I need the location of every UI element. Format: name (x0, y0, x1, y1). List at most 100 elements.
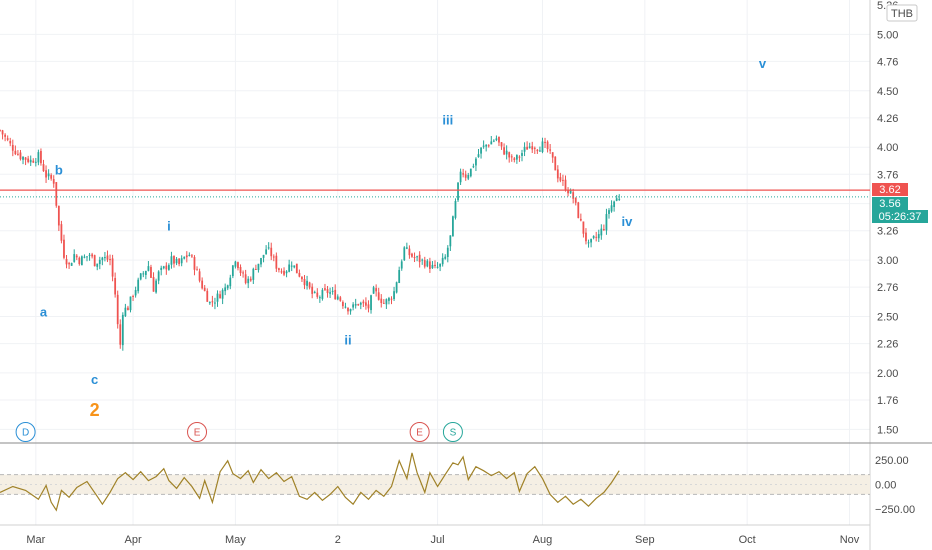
candle-body (101, 257, 104, 261)
candle-body (50, 175, 53, 179)
candle-body (52, 179, 55, 184)
candle-body (372, 287, 375, 294)
candle-body (395, 282, 398, 293)
candle-body (495, 138, 498, 141)
time-tick-label: Mar (26, 534, 45, 546)
candle-body (214, 302, 216, 304)
time-tick-label: 2 (335, 534, 341, 546)
candle-body (393, 291, 395, 299)
candle-body (83, 256, 86, 258)
candle-body (1, 130, 4, 135)
candle-body (45, 170, 47, 178)
candle-body (505, 150, 508, 155)
price-tick-labels: 5.265.004.764.504.264.003.763.503.263.00… (877, 0, 898, 436)
time-tick-label: Oct (739, 534, 756, 546)
candle-body (477, 154, 480, 158)
candle-body (457, 182, 459, 201)
candle-body (193, 257, 196, 270)
grid-lines (0, 0, 870, 525)
candle-body (487, 145, 490, 147)
horizontal-line-group (0, 189, 870, 198)
candle-body (518, 156, 521, 158)
candle-body (175, 258, 178, 264)
candle-body (416, 256, 418, 258)
candle-body (546, 141, 549, 150)
time-tick-label: Jul (431, 534, 445, 546)
candle-body (234, 261, 237, 267)
candle-body (431, 264, 434, 269)
event-marker-label: E (416, 428, 423, 439)
candle-body (216, 293, 219, 302)
candle-body (434, 264, 436, 266)
candle-body (485, 144, 488, 147)
candle-body (47, 173, 50, 177)
candle-body (127, 307, 129, 311)
candle-body (129, 296, 132, 311)
currency-badge[interactable]: THB (886, 4, 918, 22)
candle-body (306, 280, 308, 286)
candle-body (390, 298, 393, 300)
candle-body (321, 289, 324, 299)
candle-body (221, 289, 224, 299)
oscillator-band (0, 474, 870, 495)
candle-body (564, 179, 567, 191)
candle-body (137, 279, 140, 292)
candle-body (336, 296, 339, 300)
oscillator-tick-label: 0.00 (875, 480, 896, 492)
candle-body (341, 301, 344, 307)
time-tick-label: Apr (124, 534, 141, 546)
candle-body (206, 290, 209, 302)
candle-body (464, 174, 467, 178)
last-price-label: 3.56 (879, 198, 900, 210)
candle-body (265, 249, 268, 255)
candle-body (75, 255, 78, 258)
candle-body (257, 263, 260, 271)
candle-body (428, 261, 431, 269)
candle-body (585, 232, 587, 242)
candle-body (582, 221, 585, 234)
candle-body (34, 161, 37, 163)
candle-body (6, 138, 9, 140)
candle-body (144, 271, 147, 275)
candle-body (577, 202, 580, 219)
hline-price-label: 3.62 (879, 184, 900, 196)
candle-body (208, 301, 211, 304)
candle-body (14, 150, 17, 155)
candle-body (150, 267, 152, 278)
event-marker-circle (187, 422, 208, 442)
candle-body (170, 256, 173, 265)
candle-body (147, 266, 150, 271)
candle-body (17, 153, 19, 155)
candle-body (572, 192, 575, 199)
candle-body (134, 290, 137, 296)
candle-body (556, 169, 559, 179)
candle-body (613, 201, 616, 207)
candle-body (551, 152, 554, 158)
price-tick-label: 4.00 (877, 142, 898, 154)
candle-body (106, 255, 109, 260)
candle-body (541, 141, 544, 153)
candle-body (462, 173, 465, 175)
currency-badge-box (886, 4, 918, 22)
wave-label: iii (442, 113, 453, 128)
candle-body (191, 255, 193, 257)
candle-body (162, 266, 165, 269)
candle-body (73, 254, 76, 262)
last-price-tag (872, 197, 908, 210)
candle-body (357, 304, 360, 306)
candle-body (96, 263, 99, 267)
candle-body (229, 277, 232, 287)
candle-body (503, 147, 505, 155)
candle-body (513, 158, 516, 160)
candle-body (439, 263, 442, 267)
candle-body (303, 279, 306, 286)
candle-body (472, 166, 475, 168)
candle-body (316, 292, 319, 297)
candle-body (413, 257, 416, 259)
candle-body (449, 235, 452, 247)
candle-body (388, 298, 390, 301)
candle-body (231, 265, 234, 277)
